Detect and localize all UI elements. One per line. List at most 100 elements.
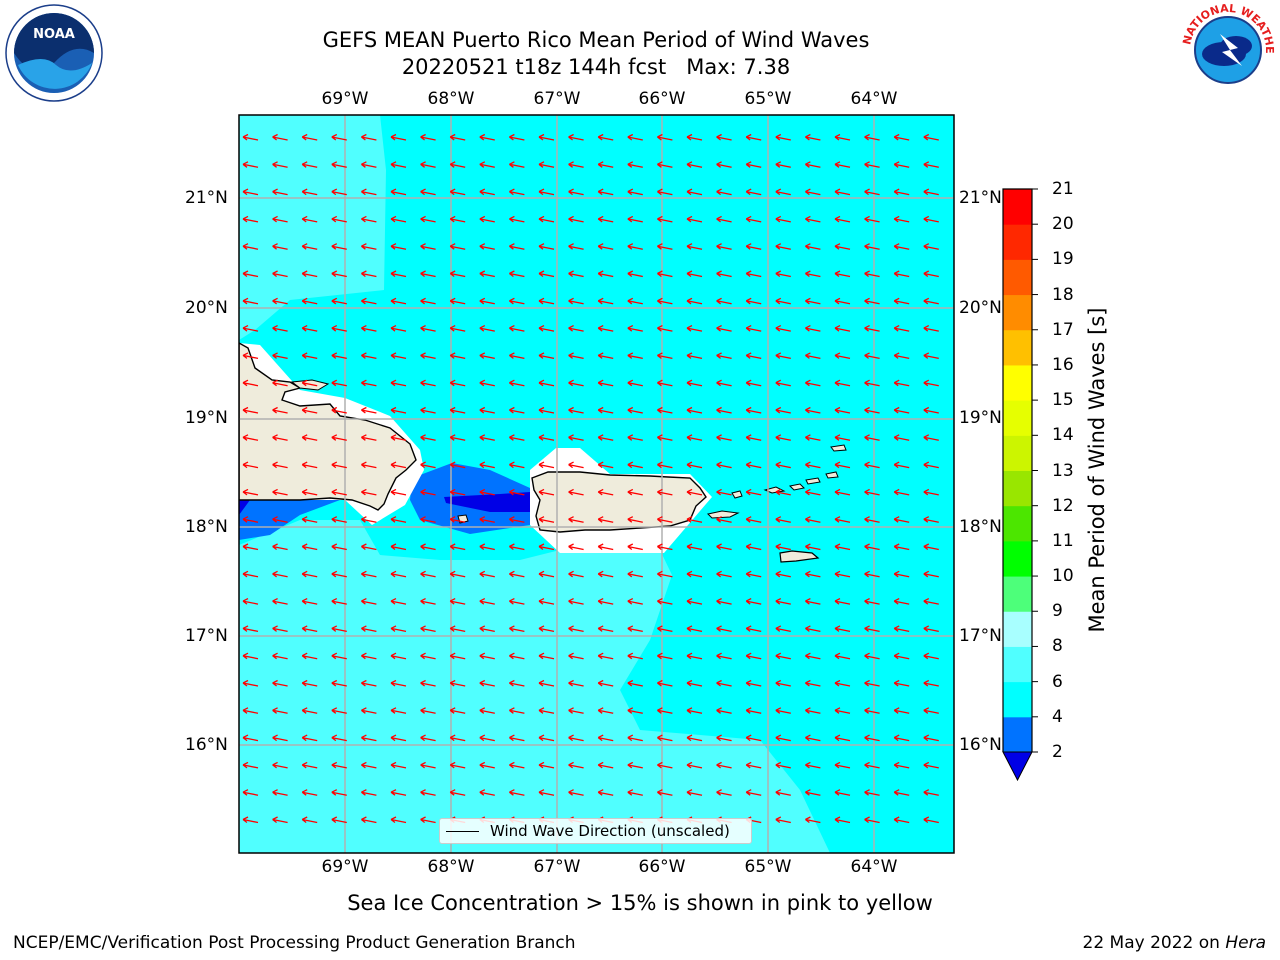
wave-direction-arrow <box>657 243 673 250</box>
wave-direction-arrow <box>597 761 614 769</box>
land-tortuga <box>290 379 330 391</box>
wave-direction-arrow <box>420 434 436 441</box>
wave-direction-arrow <box>627 133 643 141</box>
lat-label-left: 21°N <box>185 188 228 208</box>
wave-direction-arrow <box>597 516 614 523</box>
wave-direction-arrow <box>509 516 525 523</box>
wave-direction-arrow <box>805 352 821 360</box>
wave-direction-arrow <box>716 379 732 387</box>
wave-direction-arrow <box>449 488 466 496</box>
wave-direction-arrow <box>716 679 732 687</box>
wave-direction-arrow <box>864 761 880 769</box>
wave-direction-arrow <box>509 434 525 441</box>
wave-direction-arrow <box>893 516 910 523</box>
lat-label-right: 17°N <box>959 626 1002 646</box>
wave-direction-arrow <box>745 434 762 441</box>
wave-direction-arrow <box>301 543 318 551</box>
wave-direction-arrow <box>686 734 703 742</box>
wave-direction-arrow <box>893 488 910 496</box>
wave-direction-arrow <box>923 133 939 141</box>
wave-direction-arrow <box>893 652 910 660</box>
wave-direction-arrow <box>420 270 436 278</box>
wave-direction-arrow <box>923 379 939 387</box>
wave-direction-arrow <box>893 215 910 223</box>
wave-direction-arrow <box>509 789 525 796</box>
wave-direction-arrow <box>479 461 495 469</box>
wave-direction-arrow <box>509 761 525 769</box>
wave-direction-arrow <box>923 297 939 305</box>
wave-direction-arrow <box>242 434 259 441</box>
wave-direction-arrow <box>834 816 851 824</box>
wave-direction-arrow <box>597 243 614 250</box>
wave-direction-arrow <box>923 406 939 414</box>
wave-direction-arrow <box>390 161 407 168</box>
wave-direction-arrow <box>716 215 732 223</box>
wave-direction-arrow <box>449 625 466 633</box>
wave-direction-arrow <box>361 243 377 250</box>
wave-direction-arrow <box>597 543 614 551</box>
wave-direction-arrow <box>331 461 347 469</box>
wave-direction-arrow <box>242 734 259 742</box>
wave-direction-arrow <box>657 325 673 332</box>
wave-direction-arrow <box>331 652 347 660</box>
wave-direction-arrow <box>301 188 318 196</box>
wave-direction-arrow <box>745 543 762 551</box>
wave-direction-arrow <box>479 161 495 168</box>
wave-direction-arrow <box>568 707 584 714</box>
wave-direction-arrow <box>923 789 939 796</box>
wave-direction-arrow <box>805 488 821 496</box>
wave-direction-arrow <box>864 516 880 523</box>
graticule <box>239 115 954 853</box>
wave-direction-arrow <box>479 679 495 687</box>
wave-direction-arrow <box>361 133 377 141</box>
wave-direction-arrow <box>627 707 643 714</box>
wave-direction-arrow <box>538 215 555 223</box>
wave-direction-arrow <box>864 679 880 687</box>
wave-direction-arrow <box>420 679 436 687</box>
colorbar-segment <box>1003 716 1032 753</box>
wave-direction-arrow <box>242 543 259 551</box>
wave-direction-arrow <box>331 188 347 196</box>
wave-direction-arrow <box>331 243 347 250</box>
wave-direction-arrow <box>390 625 407 633</box>
wave-direction-arrow <box>834 761 851 769</box>
colorbar-tick-label: 4 <box>1052 706 1063 727</box>
wave-direction-arrow <box>538 679 555 687</box>
wave-direction-arrow <box>657 188 673 196</box>
wave-direction-arrow <box>834 625 851 633</box>
colorbar-segment <box>1003 364 1032 401</box>
wave-direction-arrow <box>479 734 495 742</box>
wave-direction-arrow <box>716 352 732 360</box>
wave-direction-arrow <box>716 406 732 414</box>
wave-direction-arrow <box>923 516 939 523</box>
wave-direction-arrow <box>805 652 821 660</box>
wave-direction-arrow <box>449 652 466 660</box>
wave-direction-arrow <box>301 215 318 223</box>
wave-direction-arrow <box>479 379 495 387</box>
wave-direction-arrow <box>568 133 584 141</box>
wave-direction-arrow <box>893 816 910 824</box>
wave-direction-arrow <box>864 325 880 332</box>
wave-direction-arrow <box>834 379 851 387</box>
lon-label-top: 67°W <box>533 89 581 109</box>
wave-direction-arrow <box>775 297 791 305</box>
wave-direction-arrow <box>568 570 584 578</box>
colorbar-segment <box>1003 576 1032 612</box>
wave-direction-arrow <box>390 379 407 387</box>
wave-direction-arrow <box>301 161 318 168</box>
wave-direction-arrow <box>657 434 673 441</box>
wave-direction-arrow <box>449 406 466 414</box>
wave-direction-arrow <box>390 406 407 414</box>
lon-label-bottom: 64°W <box>850 857 898 877</box>
wind-wave-direction-arrows <box>242 133 939 824</box>
wave-direction-arrow <box>242 679 259 687</box>
wave-direction-arrow <box>301 297 318 305</box>
wave-direction-arrow <box>834 434 851 441</box>
wave-direction-arrow <box>361 761 377 769</box>
wave-direction-arrow <box>775 570 791 578</box>
wave-direction-arrow <box>331 270 347 278</box>
wave-direction-arrow <box>568 243 584 250</box>
wave-direction-arrow <box>834 461 851 469</box>
wave-direction-arrow <box>479 215 495 223</box>
